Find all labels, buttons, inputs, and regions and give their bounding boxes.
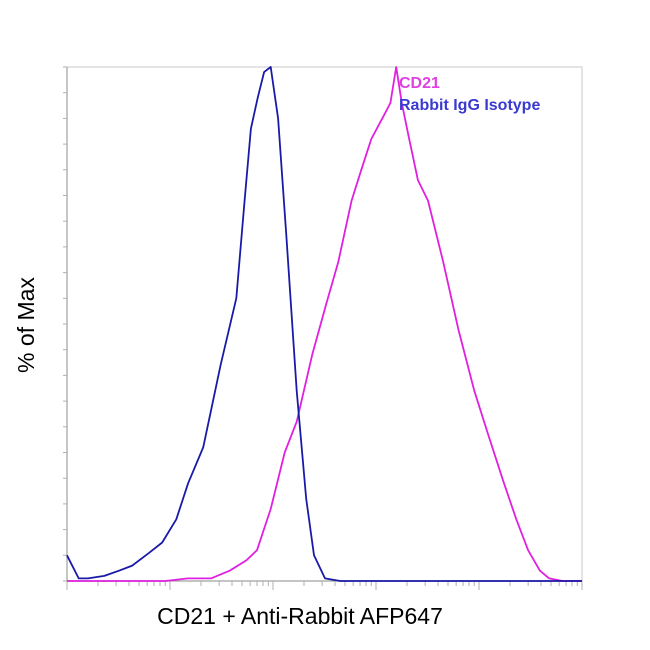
legend: CD21 Rabbit IgG Isotype: [399, 75, 540, 114]
series-layer: [66, 66, 582, 582]
series-line-rabbit-igg-isotype: [66, 66, 582, 582]
series-line-cd21: [67, 66, 582, 582]
x-axis-title: CD21 + Anti-Rabbit AFP647: [157, 603, 443, 629]
y-axis-ticks: [63, 66, 67, 582]
legend-entry-rabbit-igg-isotype: Rabbit IgG Isotype: [399, 97, 540, 114]
x-axis-ticks: [66, 581, 583, 590]
y-axis-title: % of Max: [13, 277, 39, 373]
legend-entry-cd21: CD21: [399, 75, 440, 92]
plot-frame: [66, 66, 583, 582]
